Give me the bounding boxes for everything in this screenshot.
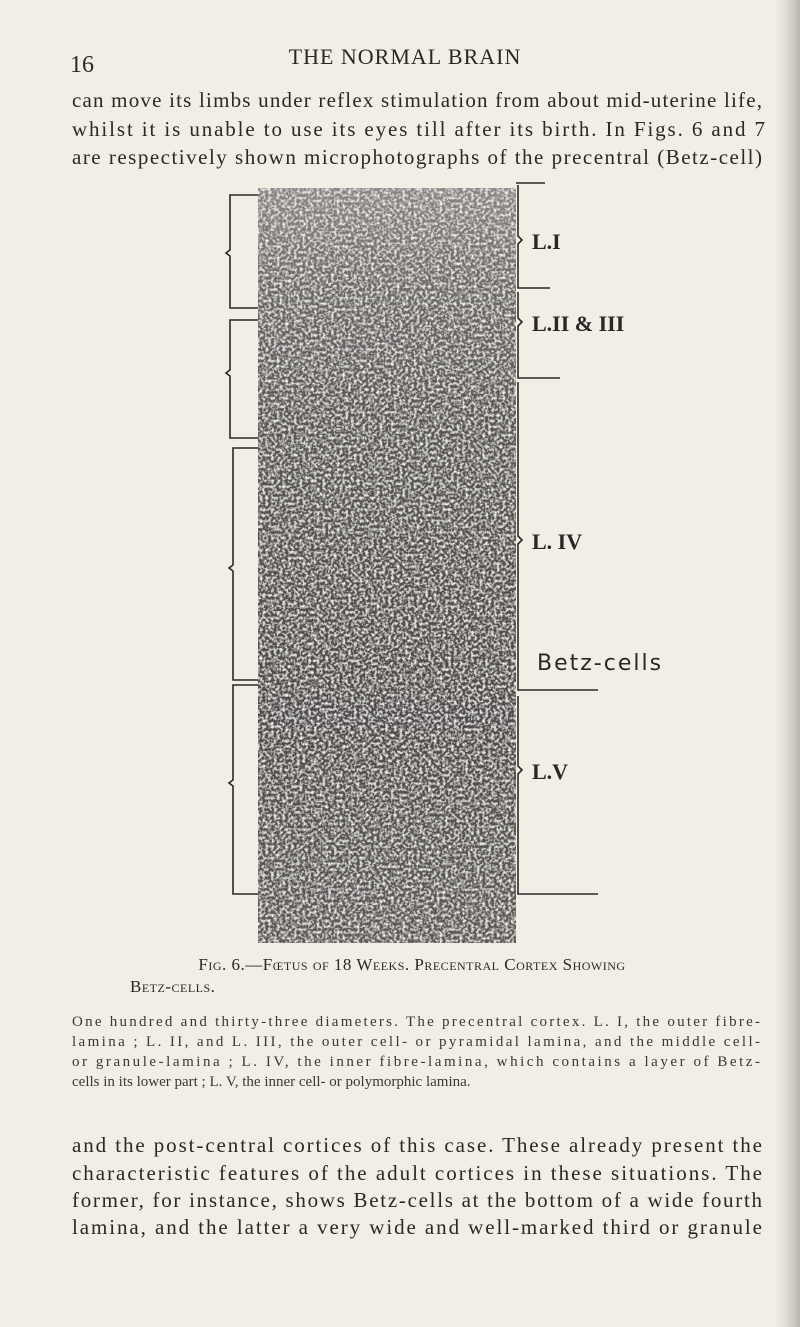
bracket	[517, 292, 560, 379]
caption-line: One hundred and thirty-three diameters. …	[72, 1014, 760, 1030]
bracket	[227, 684, 258, 895]
text-line: characteristic features of the adult cor…	[72, 1161, 762, 1185]
caption-line: cells in its lower part ; L. V, the inne…	[72, 1074, 471, 1090]
text-line: and the post-central cortices of this ca…	[72, 1133, 762, 1157]
text-line: can move its limbs under reflex stimulat…	[72, 88, 762, 112]
bracket	[516, 182, 550, 289]
text-line: are respectively shown microphotographs …	[72, 145, 762, 169]
caption-line: lamina ; L. II, and L. III, the outer ce…	[72, 1034, 760, 1050]
text-line: whilst it is unable to use its eyes till…	[72, 117, 765, 141]
micrograph	[258, 188, 516, 943]
text-line: lamina, and the latter a very wide and w…	[72, 1215, 762, 1239]
right-brackets	[516, 182, 598, 895]
bracket	[224, 194, 258, 309]
text-line: former, for instance, shows Betz-cells a…	[72, 1188, 763, 1212]
bracket	[227, 447, 258, 681]
bracket	[224, 319, 258, 439]
caption-title: Fig. 6.—Fœtus of 18 Weeks. Precentral Co…	[198, 955, 625, 974]
caption-title: Betz-cells.	[130, 977, 215, 996]
running-title: THE NORMAL BRAIN	[289, 44, 522, 69]
caption-line: or granule-lamina ; L. IV, the inner fib…	[72, 1054, 760, 1070]
layer-label: L. IV	[532, 529, 582, 554]
page-edge	[770, 0, 800, 1327]
bracket	[517, 696, 598, 895]
layer-label: L.V	[532, 759, 568, 784]
layer-label: L.I	[532, 229, 561, 254]
left-brackets	[224, 194, 258, 895]
bracket	[517, 382, 598, 691]
micrograph-image	[258, 188, 516, 943]
betz-label: Betz-cells	[537, 651, 663, 676]
layer-label: L.II & III	[532, 311, 624, 336]
page-number: 16	[70, 52, 94, 78]
